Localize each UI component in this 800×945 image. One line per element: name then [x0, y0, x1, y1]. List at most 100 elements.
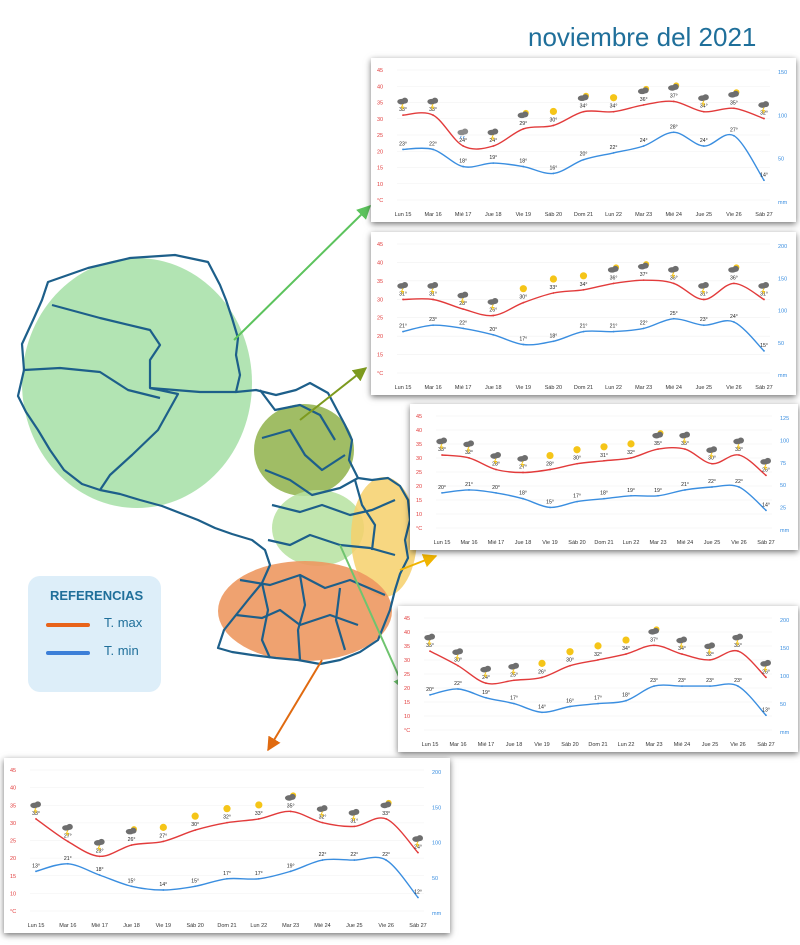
legend-label-tmax: T. max: [104, 615, 143, 630]
data-point-tmin: [612, 151, 615, 154]
storm-cloud-icon: [758, 101, 769, 114]
data-point-tmax: [642, 103, 645, 106]
left-tick-label: 20: [10, 856, 16, 862]
data-label-tmax: 26°: [762, 467, 770, 473]
data-point-tmin: [576, 500, 578, 503]
data-label-tmin: 23°: [429, 317, 437, 323]
data-label-tmin: 19°: [482, 690, 490, 696]
data-point-tmin: [522, 165, 525, 168]
data-label-tmax: 30°: [708, 456, 716, 462]
left-tick-label: 40: [377, 84, 383, 90]
data-label-tmin: 25°: [670, 311, 678, 317]
right-tick-label: 150: [778, 276, 787, 282]
x-tick-label: Mar 16: [59, 923, 76, 929]
arrow-chaco: [233, 205, 371, 341]
region-chaco-highlight: [22, 258, 252, 508]
sun-icon: [546, 451, 554, 460]
data-point-tmin: [495, 491, 497, 494]
right-tick-label: 200: [432, 770, 441, 776]
x-tick-label: Jue 25: [704, 540, 721, 546]
arrow-south: [267, 659, 323, 752]
data-point-tmin: [522, 343, 525, 346]
right-tick-label: 200: [778, 244, 787, 250]
series-line-tmin: [35, 856, 419, 898]
data-point-tmin: [513, 702, 515, 705]
x-tick-label: Vie 19: [156, 923, 172, 929]
data-point-tmax: [576, 462, 578, 465]
data-label-tmax: 32°: [760, 111, 768, 117]
x-tick-label: Mié 24: [665, 385, 682, 391]
data-point-tmin: [492, 333, 495, 336]
right-tick-label: 150: [778, 70, 787, 76]
data-point-tmin: [321, 859, 324, 861]
partly-cloudy-icon: [637, 261, 650, 270]
x-tick-label: Dom 21: [594, 540, 613, 546]
partly-cloudy-icon: [668, 82, 680, 91]
sun-icon: [609, 94, 618, 102]
storm-cloud-icon: [508, 662, 519, 676]
data-point-tmin: [462, 165, 465, 168]
data-label-tmax: 25°: [510, 672, 518, 678]
data-point-tmin: [702, 324, 705, 327]
data-label-tmax: 34°: [700, 104, 708, 110]
data-point-tmin: [569, 705, 571, 708]
x-tick-label: Dom 21: [217, 923, 236, 929]
data-point-tmin: [432, 324, 434, 327]
data-point-tmax: [257, 818, 260, 820]
sun-icon: [627, 440, 635, 448]
data-label-tmax: 33°: [429, 107, 437, 113]
data-label-tmax: 31°: [700, 291, 708, 297]
data-point-tmax: [402, 298, 404, 301]
x-tick-label: Lun 22: [250, 923, 267, 929]
data-label-tmin: 18°: [519, 491, 527, 497]
storm-cloud-icon: [676, 636, 687, 649]
left-tick-label: 20: [416, 484, 422, 490]
left-tick-label: 45: [404, 616, 410, 622]
x-tick-label: Dom 21: [574, 385, 593, 391]
legend-label-tmin: T. min: [104, 643, 139, 658]
data-point-tmax: [432, 114, 434, 117]
data-point-tmax: [226, 821, 228, 824]
storm-cloud-icon: [698, 281, 709, 295]
right-tick-label: 75: [780, 461, 786, 467]
storm-cloud-icon: [30, 801, 41, 814]
data-point-tmin: [582, 330, 585, 333]
data-point-tmin: [612, 330, 615, 333]
sun-icon: [159, 823, 167, 831]
country-map: [16, 253, 412, 666]
data-point-tmin: [603, 497, 605, 500]
data-point-tmax: [612, 110, 615, 113]
sun-icon: [594, 642, 602, 650]
left-tick-label: 30: [404, 658, 410, 664]
left-tick-label: 25: [416, 470, 422, 476]
x-tick-label: Vie 19: [516, 212, 532, 218]
left-tick-label: 20: [377, 334, 383, 340]
x-tick-label: Sáb 27: [409, 923, 426, 929]
data-label-tmax: 29°: [519, 121, 527, 127]
data-point-tmax: [492, 145, 495, 147]
data-point-tmin: [130, 885, 133, 888]
left-tick-label: 25: [404, 672, 410, 678]
data-label-tmax: 31°: [429, 291, 437, 297]
chart-svg: 45 40 35 30 25 20 15 10 °C 125 100 75 50 25 mm Lun 15 Ma…: [416, 414, 790, 546]
data-label-tmin: 13°: [762, 707, 770, 713]
arrow-center: [339, 544, 407, 692]
storm-cloud-icon: [93, 838, 105, 852]
arrow-east: [399, 554, 438, 571]
data-point-tmax: [733, 107, 735, 110]
data-label-tmin: 17°: [573, 494, 581, 500]
data-label-tmax: 37°: [650, 637, 658, 643]
x-tick-label: Sáb 20: [545, 385, 562, 391]
data-point-tmax: [353, 825, 356, 828]
data-label-tmax: 33°: [399, 107, 407, 113]
storm-cloud-icon: [348, 808, 360, 822]
right-tick-label: 25: [780, 506, 786, 512]
data-label-tmax: 26°: [762, 669, 770, 675]
data-point-tmax: [612, 282, 615, 285]
data-point-tmin: [681, 685, 683, 688]
forecast-chart-south: 45 40 35 30 25 20 15 10 °C 200 150 100 50 mm Lun 15 Mar…: [4, 758, 450, 933]
data-point-tmin: [402, 148, 404, 151]
right-tick-label: mm: [778, 373, 788, 379]
x-tick-label: Vie 26: [726, 212, 742, 218]
data-point-tmax: [522, 471, 524, 474]
